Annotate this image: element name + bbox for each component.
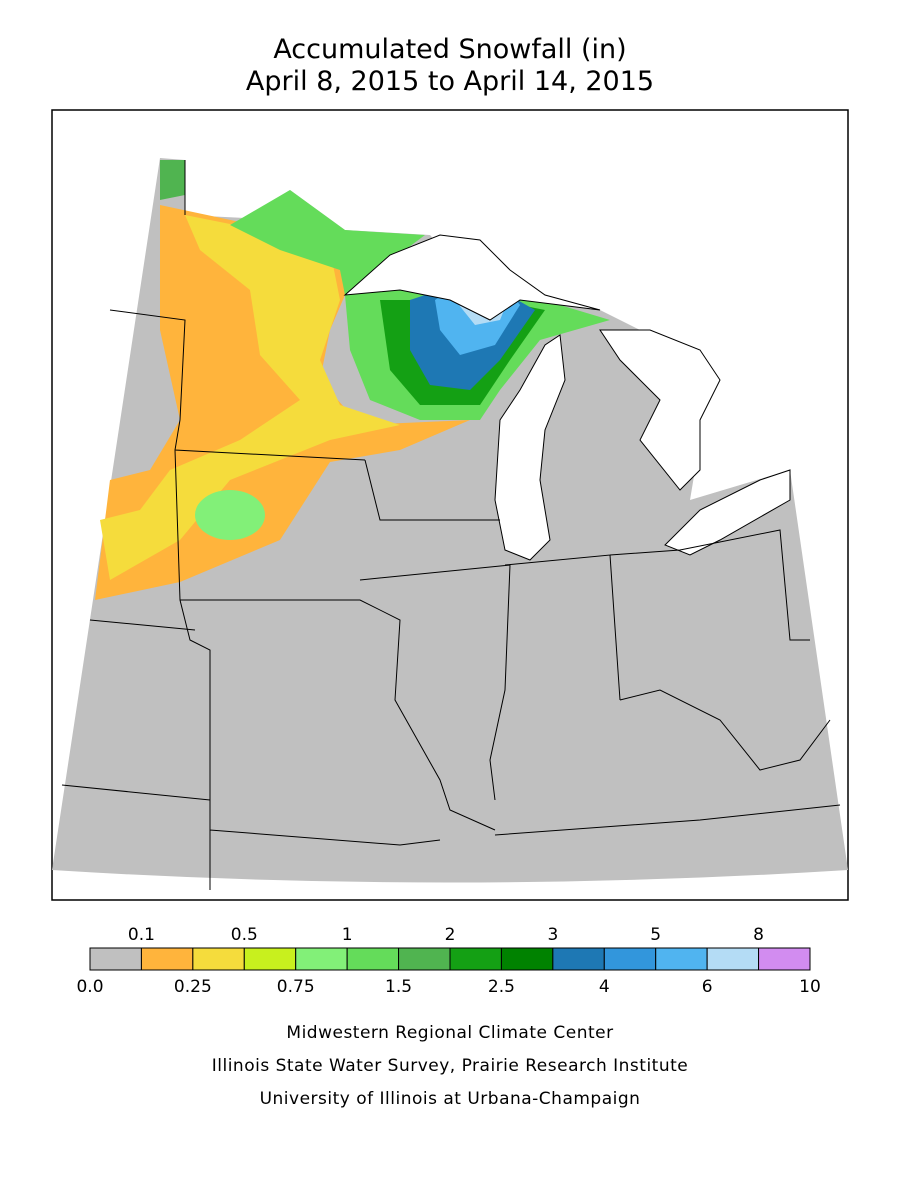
lake [664,469,791,556]
legend-swatch [398,947,451,971]
snow-area [100,215,400,580]
legend-label: 0.25 [174,977,212,997]
legend-swatch [552,947,605,971]
snowfall-areas [95,160,610,600]
legend-swatch [500,947,554,971]
legend-label: 2.5 [488,977,515,997]
border [61,160,841,890]
state-borders [61,160,841,890]
legend-swatch [603,947,657,971]
legend-swatch [89,947,142,971]
lakes [343,234,791,561]
subtitle: April 8, 2015 to April 14, 2015 [246,66,654,97]
legend-swatch [655,947,708,971]
legend-swatch [706,947,760,971]
legend-swatch [346,947,400,971]
legend-label: 0.75 [277,977,315,997]
credit: Illinois State Water Survey, Prairie Res… [212,1056,688,1076]
legend-label: 6 [702,977,713,997]
legend-swatch [295,947,348,971]
legend-label: 8 [753,925,764,945]
legend-swatch [449,947,502,971]
legend: 0.0 0.1 0.25 0.5 0.75 1 1.5 2 2.5 3 4 5 6 8 10 [76,925,820,997]
legend-swatch [243,947,297,971]
legend-label: 0.1 [128,925,155,945]
credit: Midwestern Regional Climate Center [286,1023,613,1043]
map [51,109,849,901]
legend-swatch [140,947,194,971]
legend-label: 5 [650,925,661,945]
legend-label: 1.5 [385,977,412,997]
lake [343,234,601,321]
legend-label: 10 [799,977,821,997]
legend-label: 4 [599,977,610,997]
lake [599,329,721,491]
legend-label: 3 [547,925,558,945]
snow-area [160,160,185,200]
title: Accumulated Snowfall (in) [273,34,626,65]
legend-label: 0.0 [76,977,103,997]
lake [494,334,566,561]
snow-area [195,490,265,540]
legend-label: 2 [445,925,456,945]
legend-swatch [758,947,811,971]
credit: University of Illinois at Urbana-Champai… [260,1089,641,1109]
legend-label: 0.5 [231,925,258,945]
legend-swatch [192,947,245,971]
legend-label: 1 [342,925,353,945]
